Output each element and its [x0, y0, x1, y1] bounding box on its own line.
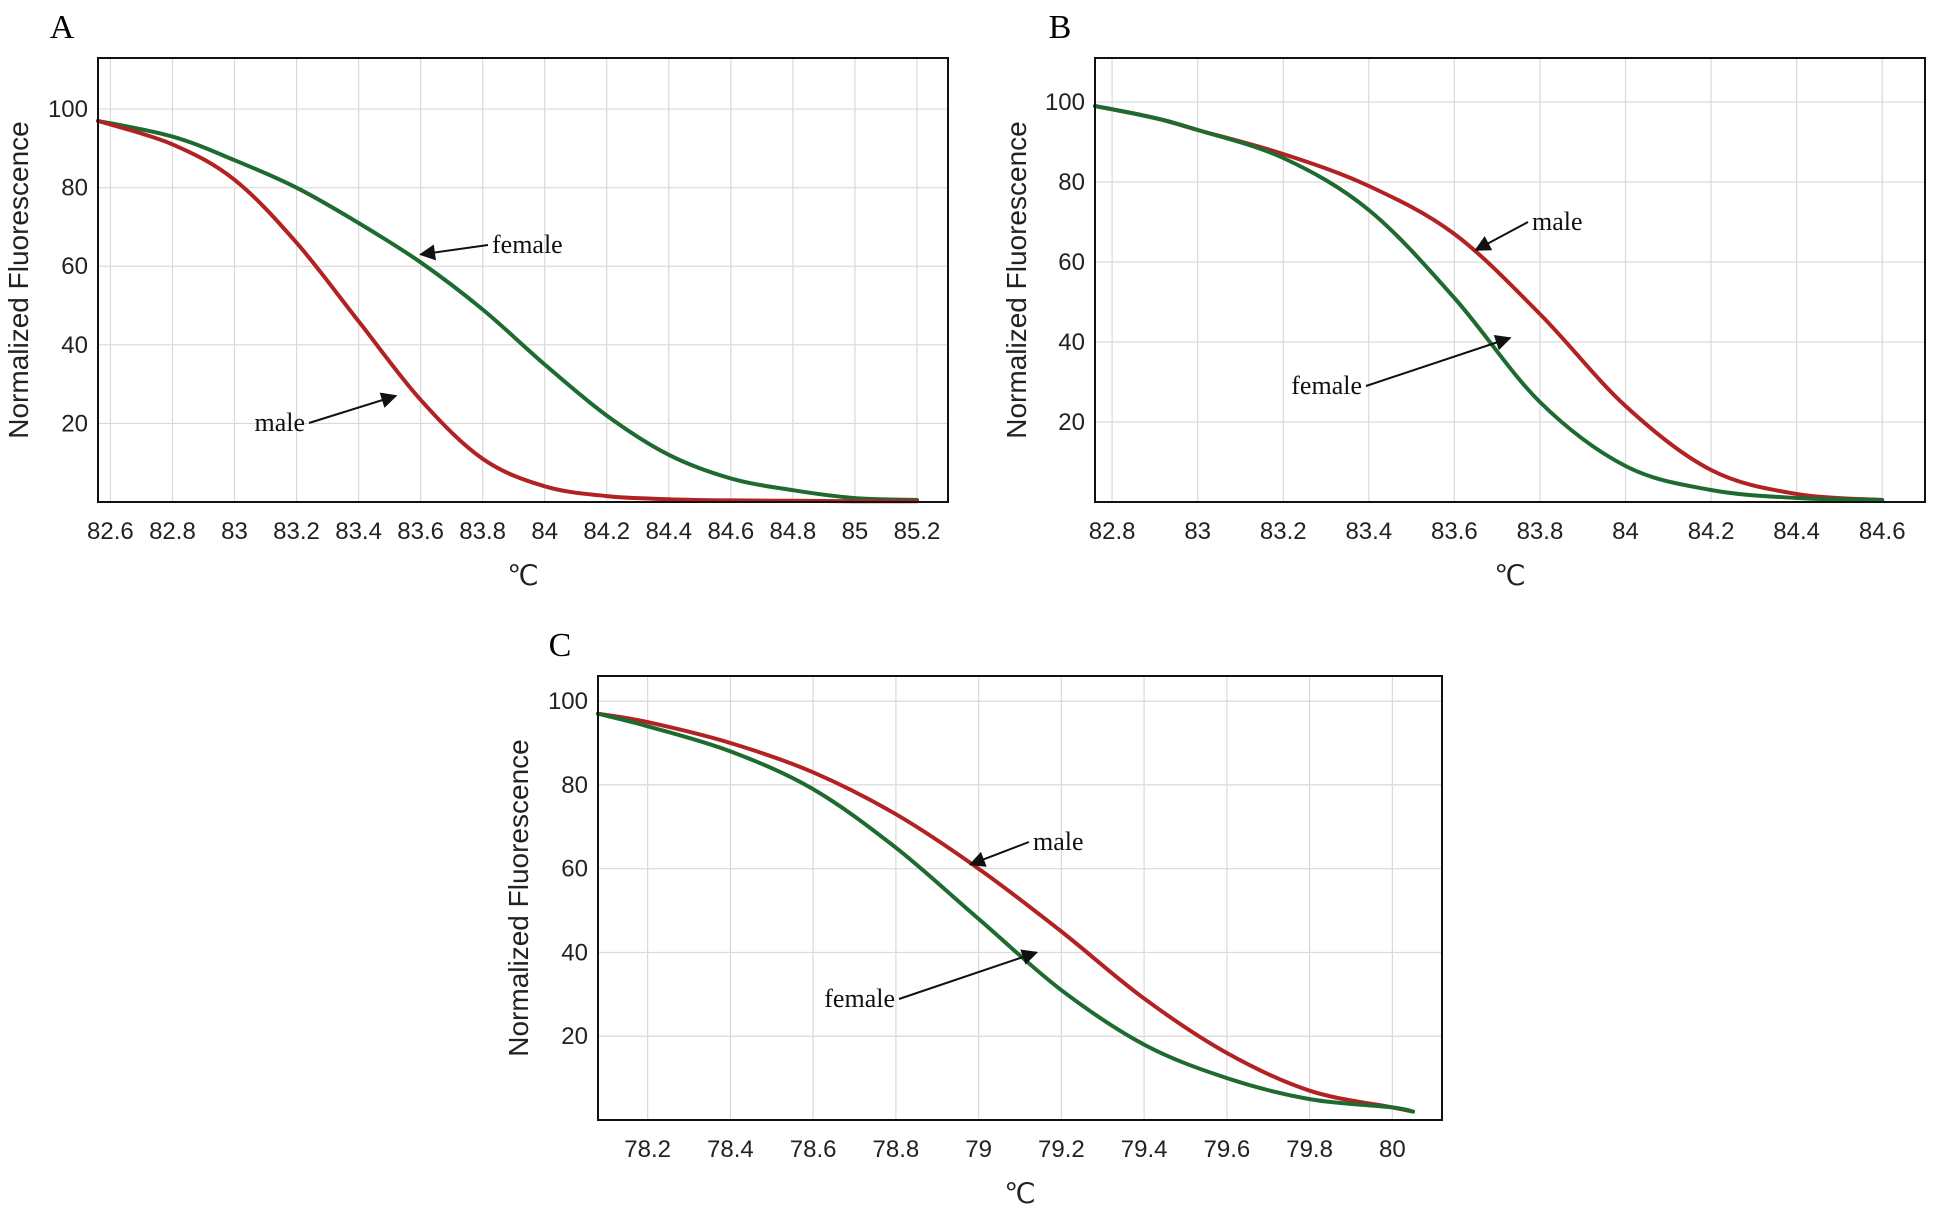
chart-b-male-curve — [1093, 104, 1885, 502]
chart-b-y-tick-label: 80 — [1058, 169, 1085, 196]
chart-a-x-tick-label: 84.8 — [770, 518, 817, 545]
chart-c-male-curve — [596, 711, 1415, 1114]
chart-a-x-axis-title: ℃ — [507, 560, 538, 591]
chart-a-x-tick-label: 84.6 — [707, 518, 754, 545]
chart-c-y-axis-title: Normalized Fluorescence — [503, 739, 534, 1056]
chart-c-y-tick-label: 20 — [561, 1023, 588, 1050]
chart-c-female-arrow — [898, 949, 1039, 1000]
chart-c-plot-frame — [597, 675, 1443, 1121]
chart-a-x-tick-label: 82.6 — [87, 518, 134, 545]
chart-b-y-tick-label: 100 — [1045, 89, 1085, 116]
chart-a-panel: A 82.6 82.8 83 83.2 83.4 83.6 83.8 84 84.2 84.4 84.… — [3, 9, 949, 591]
chart-a-y-tick-label: 40 — [61, 332, 88, 359]
chart-a-x-tick-label: 83.6 — [397, 518, 444, 545]
chart-a-plot-frame — [97, 57, 949, 503]
chart-c-male-arrow — [968, 841, 1030, 867]
chart-a-male-curve — [96, 118, 919, 504]
chart-c-panel: C 78.2 78.4 78.6 78.8 79 79.2 79.4 79.6 79.8 80 20 4… — [503, 627, 1443, 1209]
chart-a-x-tick-label: 85.2 — [894, 518, 941, 545]
chart-b-x-tick-label: 83.6 — [1431, 518, 1478, 545]
chart-b-x-axis-title: ℃ — [1494, 560, 1525, 591]
chart-c-x-tick-label: 79.2 — [1038, 1136, 1085, 1163]
chart-c-male-label: male — [1033, 827, 1084, 856]
chart-c-y-tick-label: 100 — [548, 688, 588, 715]
chart-b-female-arrow — [1365, 334, 1512, 387]
chart-c-panel-letter: C — [549, 627, 572, 664]
chart-a-y-tick-label: 100 — [48, 96, 88, 123]
chart-b-y-axis-title: Normalized Fluorescence — [1001, 121, 1032, 438]
chart-c-y-tick-label: 60 — [561, 856, 588, 883]
chart-a-x-tick-label: 83.4 — [335, 518, 382, 545]
chart-c-x-tick-label: 78.8 — [873, 1136, 920, 1163]
chart-b-male-label: male — [1532, 207, 1583, 236]
chart-b-x-tick-label: 84.2 — [1688, 518, 1735, 545]
chart-a-x-tick-label: 84.4 — [645, 518, 692, 545]
chart-b-y-tick-label: 60 — [1058, 249, 1085, 276]
chart-a-x-tick-label: 83 — [221, 518, 248, 545]
chart-a-y-tick-label: 80 — [61, 175, 88, 202]
chart-a-male-label: male — [254, 408, 305, 437]
chart-a-y-axis-title: Normalized Fluorescence — [3, 121, 34, 438]
chart-c-x-tick-label: 80 — [1379, 1136, 1406, 1163]
chart-c-x-tick-label: 79.4 — [1121, 1136, 1168, 1163]
chart-b-x-tick-label: 83.2 — [1260, 518, 1307, 545]
chart-a-female-label: female — [492, 230, 563, 259]
chart-a-panel-letter: A — [50, 9, 75, 46]
chart-b-x-tick-label: 82.8 — [1089, 518, 1136, 545]
chart-a-female-arrow — [419, 244, 489, 261]
chart-a-x-tick-label: 82.8 — [149, 518, 196, 545]
chart-c-y-tick-label: 40 — [561, 939, 588, 966]
chart-b-y-tick-label: 20 — [1058, 409, 1085, 436]
chart-a-x-tick-label: 85 — [842, 518, 869, 545]
chart-c-x-tick-label: 79.8 — [1286, 1136, 1333, 1163]
chart-a-x-tick-label: 83.8 — [459, 518, 506, 545]
chart-c-x-tick-label: 78.2 — [624, 1136, 671, 1163]
chart-a-x-tick-label: 83.2 — [273, 518, 320, 545]
chart-b-y-tick-label: 40 — [1058, 329, 1085, 356]
chart-a-x-tick-label: 84 — [531, 518, 558, 545]
chart-b-male-arrow — [1474, 221, 1529, 251]
chart-b-x-tick-label: 83 — [1184, 518, 1211, 545]
chart-c-x-tick-label: 79.6 — [1204, 1136, 1251, 1163]
chart-a-male-arrow — [308, 392, 398, 424]
chart-b-female-curve — [1093, 104, 1885, 502]
chart-b-x-tick-label: 83.8 — [1517, 518, 1564, 545]
chart-a-y-tick-label: 20 — [61, 410, 88, 437]
chart-c-female-curve — [596, 711, 1415, 1114]
chart-b-x-tick-label: 84.6 — [1859, 518, 1906, 545]
chart-c-female-label: female — [824, 984, 895, 1013]
chart-b-x-tick-label: 84 — [1612, 518, 1639, 545]
chart-b-panel-letter: B — [1049, 9, 1072, 46]
chart-b-female-label: female — [1291, 371, 1362, 400]
chart-c-x-tick-label: 78.6 — [790, 1136, 837, 1163]
chart-c-y-tick-label: 80 — [561, 772, 588, 799]
chart-a-y-tick-label: 60 — [61, 253, 88, 280]
chart-c-x-tick-label: 78.4 — [707, 1136, 754, 1163]
chart-b-plot-frame — [1094, 57, 1926, 503]
chart-c-x-tick-label: 79 — [965, 1136, 992, 1163]
chart-b-x-tick-label: 84.4 — [1773, 518, 1820, 545]
chart-c-x-axis-title: ℃ — [1004, 1178, 1035, 1209]
chart-a-x-tick-label: 84.2 — [583, 518, 630, 545]
chart-b-panel: B 82.8 83 83.2 83.4 83.6 83.8 84 84.2 84.4 84.6 20 4… — [1001, 9, 1926, 591]
chart-a-female-curve — [96, 118, 919, 502]
chart-b-x-tick-label: 83.4 — [1345, 518, 1392, 545]
